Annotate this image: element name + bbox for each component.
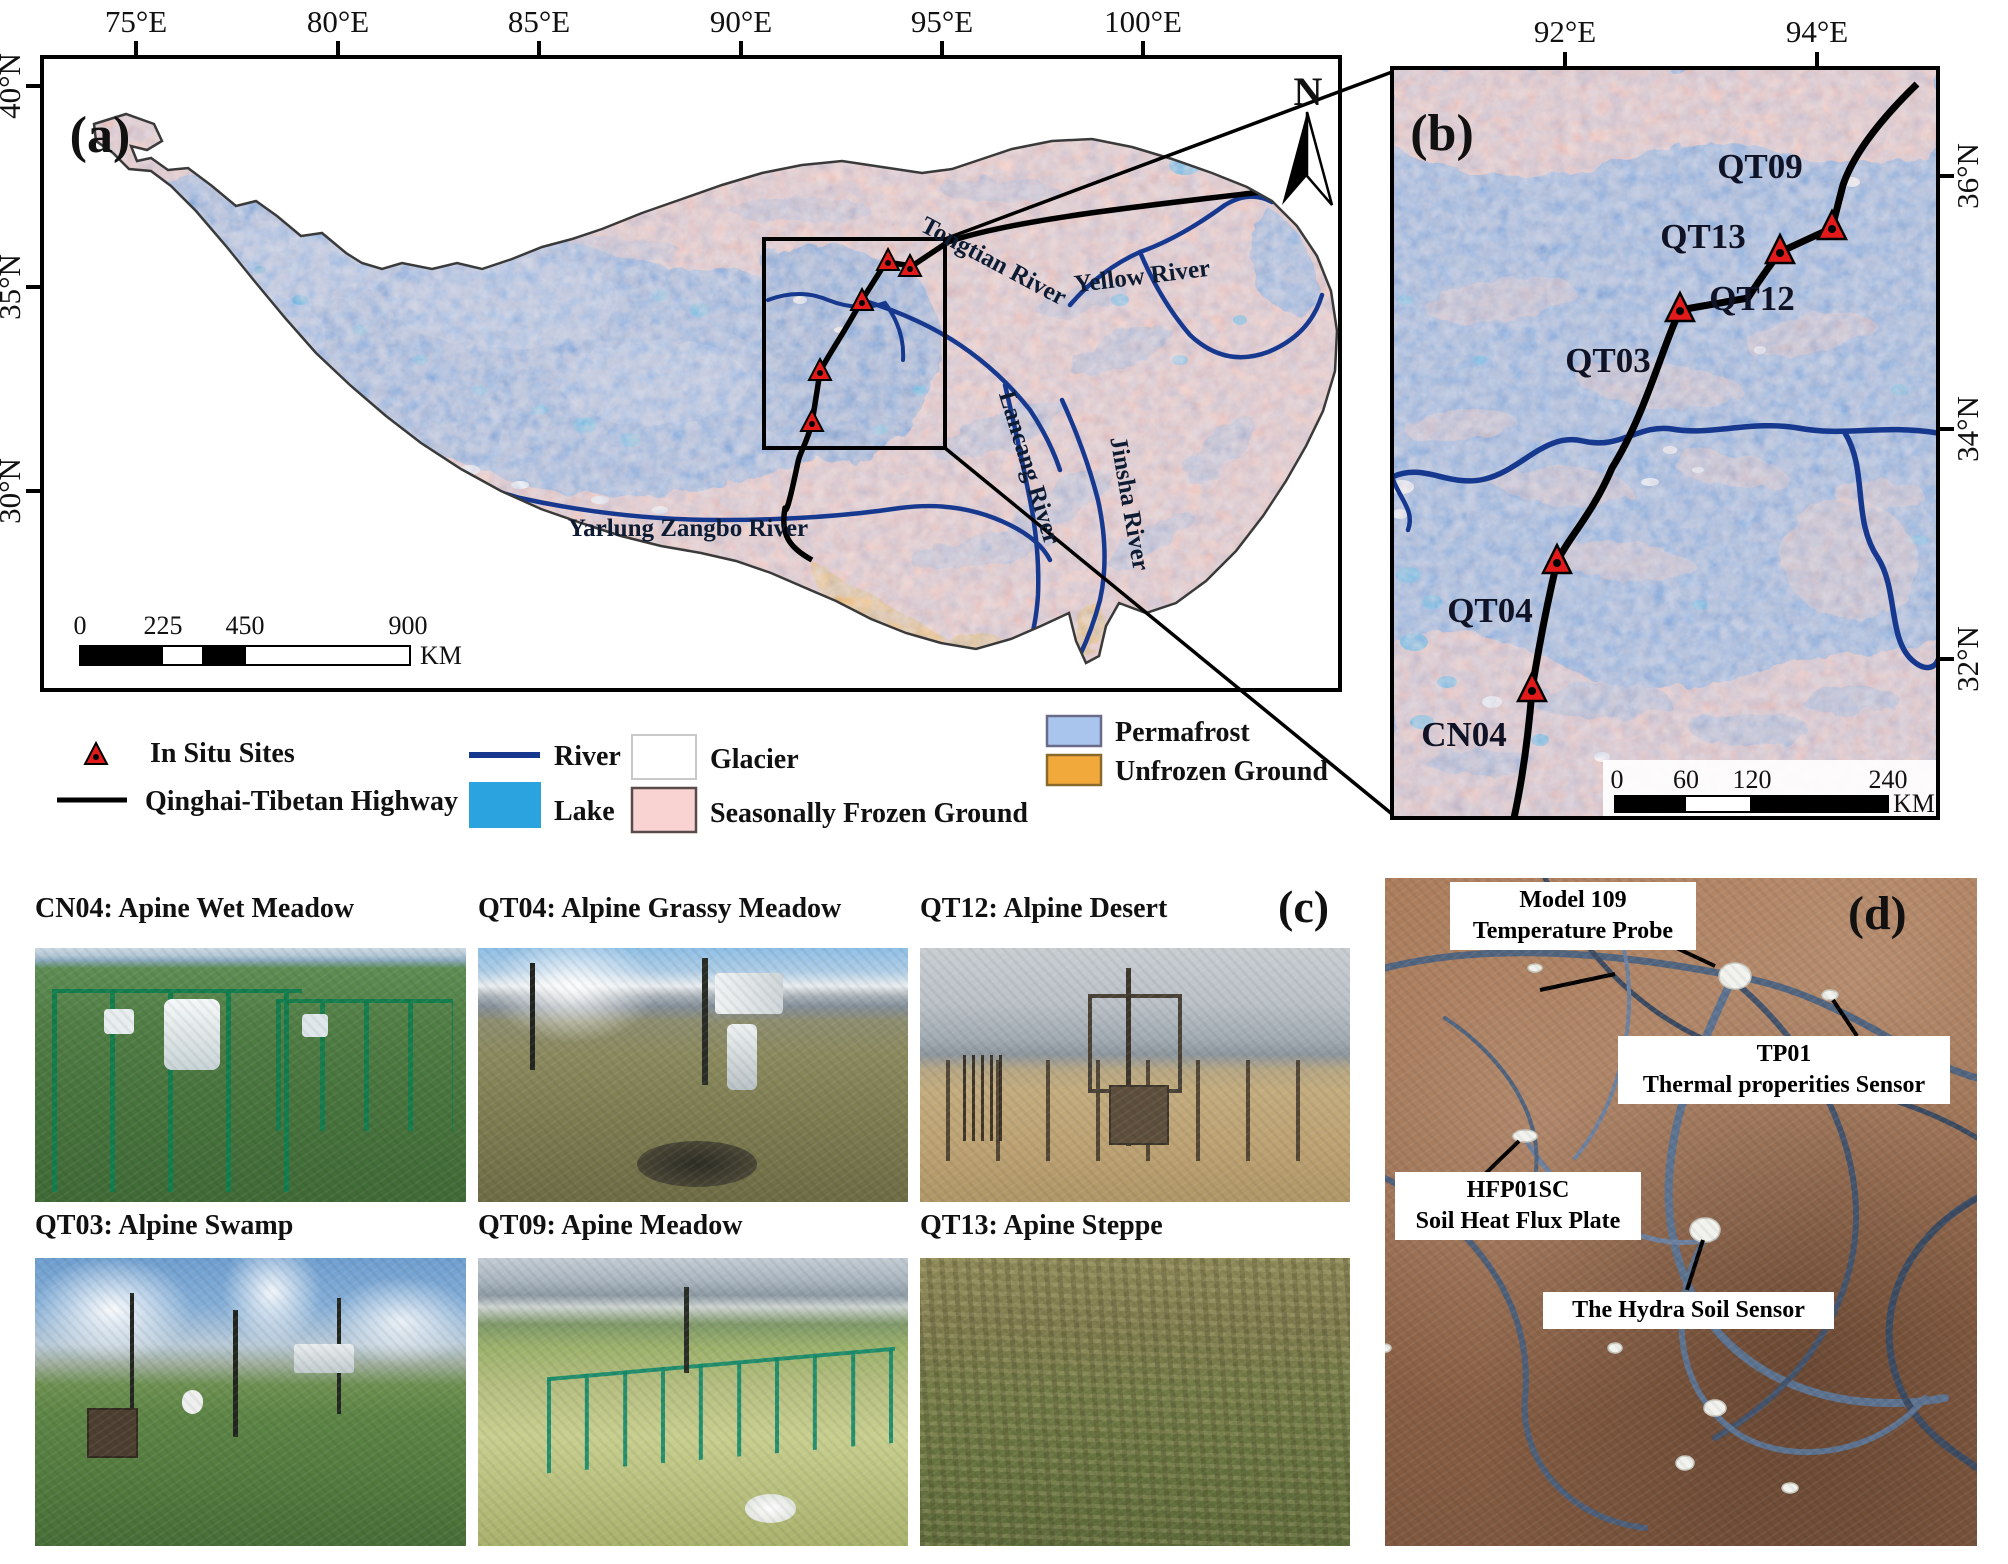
svg-text:225: 225 [144, 611, 183, 640]
label-hydra: The Hydra Soil Sensor [1543, 1292, 1834, 1330]
scalebar-a: 0 225 450 900 KM [74, 611, 462, 670]
svg-text:N: N [1294, 69, 1323, 114]
site-label-qt12: QT12 [1709, 279, 1795, 318]
panel-a-tag: (a) [70, 107, 131, 164]
panel-b-map: 0 60 120 240 KM [1392, 68, 1938, 818]
svg-text:900: 900 [389, 611, 428, 640]
site-label-qt09: QT09 [1717, 147, 1803, 186]
panel-b-y-axis: 36°N 34°N 32°N [1938, 143, 1985, 692]
inset-rectangle [762, 237, 947, 450]
svg-text:450: 450 [226, 611, 265, 640]
panel-a-x-axis: 75°E 80°E 85°E 90°E 95°E 100°E [105, 4, 1182, 57]
plateau-outline [92, 112, 1339, 665]
site-label-qt13: QT13 [1660, 217, 1746, 256]
a-ytick-30n: 30°N [0, 458, 27, 524]
a-ytick-35n: 35°N [0, 254, 27, 320]
temperature-probe-sensor [1718, 962, 1752, 990]
a-ytick-40n: 40°N [0, 53, 27, 119]
photo-qt03-swamp [35, 1258, 466, 1546]
photo-qt09-meadow [478, 1258, 908, 1546]
svg-text:120: 120 [1733, 765, 1772, 794]
in-situ-sites-icon [84, 742, 108, 765]
svg-text:KM: KM [420, 641, 462, 670]
svg-text:0: 0 [74, 611, 87, 640]
legend-glacier-label: Glacier [710, 744, 799, 775]
a-xtick-90e: 90°E [710, 4, 772, 39]
caption-qt03: QT03: Alpine Swamp [35, 1210, 294, 1241]
caption-qt13: QT13: Apine Steppe [920, 1210, 1163, 1241]
rivers-a [327, 194, 1325, 658]
hfp01sc-plate [1512, 1129, 1538, 1143]
svg-text:60: 60 [1673, 765, 1699, 794]
a-xtick-100e: 100°E [1104, 4, 1182, 39]
site-label-qt04: QT04 [1447, 591, 1533, 630]
svg-text:240: 240 [1869, 765, 1908, 794]
panel-c-tag: (c) [1278, 881, 1330, 932]
legend-in-situ-label: In Situ Sites [150, 738, 295, 769]
caption-qt09: QT09: Apine Meadow [478, 1210, 743, 1241]
caption-qt12: QT12: Alpine Desert [920, 893, 1168, 924]
north-arrow-icon: N [1282, 69, 1334, 206]
a-xtick-85e: 85°E [508, 4, 570, 39]
label-hfp01sc: HFP01SC Soil Heat Flux Plate [1395, 1172, 1641, 1241]
legend-highway-label: Qinghai-Tibetan Highway [145, 786, 458, 817]
b-ytick-36n: 36°N [1950, 143, 1985, 209]
legend-unfrozen-label: Unfrozen Ground [1115, 756, 1328, 787]
photo-qt13-steppe [920, 1258, 1350, 1546]
b-xtick-94e: 94°E [1786, 14, 1848, 49]
a-xtick-80e: 80°E [307, 4, 369, 39]
panel-b-x-axis: 92°E 94°E [1534, 14, 1848, 68]
panel-a-y-axis: 40°N 35°N 30°N [0, 53, 42, 524]
panel-b-frame [1390, 66, 1940, 820]
glacier-swatch [631, 734, 697, 780]
legend-permafrost-label: Permafrost [1115, 717, 1250, 748]
hydra-sensor [1689, 1217, 1721, 1243]
b-ytick-34n: 34°N [1950, 396, 1985, 462]
legend-lake-label: Lake [554, 796, 615, 827]
seasonally-frozen-swatch [630, 786, 698, 834]
permafrost-swatch [1045, 714, 1103, 748]
tp01-sensor [1821, 989, 1839, 1001]
label-model109: Model 109 Temperature Probe [1450, 882, 1696, 951]
lake-swatch [469, 782, 541, 828]
caption-cn04: CN04: Apine Wet Meadow [35, 893, 355, 924]
site-label-qt03: QT03 [1565, 341, 1651, 380]
photo-cn04-wet-meadow [35, 948, 466, 1202]
b-ytick-32n: 32°N [1950, 626, 1985, 692]
svg-text:KM: KM [1893, 789, 1935, 818]
legend-seasonally-frozen-label: Seasonally Frozen Ground [710, 798, 1028, 829]
legend-river-label: River [554, 741, 621, 772]
unfrozen-swatch [1045, 753, 1103, 787]
legend: In Situ Sites Qinghai-Tibetan Highway Ri… [57, 714, 1328, 834]
site-label-cn04: CN04 [1421, 715, 1507, 754]
a-xtick-75e: 75°E [105, 4, 167, 39]
photo-qt12-desert [920, 948, 1350, 1202]
panel-b-tag: (b) [1410, 105, 1474, 162]
photo-qt04-grassy-meadow [478, 948, 908, 1202]
b-xtick-92e: 92°E [1534, 14, 1596, 49]
label-tp01: TP01 Thermal properities Sensor [1618, 1036, 1950, 1105]
inset-connector-top [944, 70, 1393, 241]
panel-d-tag: (d) [1848, 887, 1907, 940]
highway-a [781, 189, 1337, 563]
svg-text:0: 0 [1611, 765, 1624, 794]
scalebar-b: 0 60 120 240 KM [1603, 760, 1938, 818]
caption-qt04: QT04: Alpine Grassy Meadow [478, 893, 842, 924]
yarlung-river-label: Yarlung Zangbo River [568, 515, 808, 542]
a-xtick-95e: 95°E [911, 4, 973, 39]
inset-connector-bottom [943, 446, 1394, 816]
maps-canvas: 75°E 80°E 85°E 90°E 95°E 100°E 40°N 35°N… [0, 4, 1985, 834]
